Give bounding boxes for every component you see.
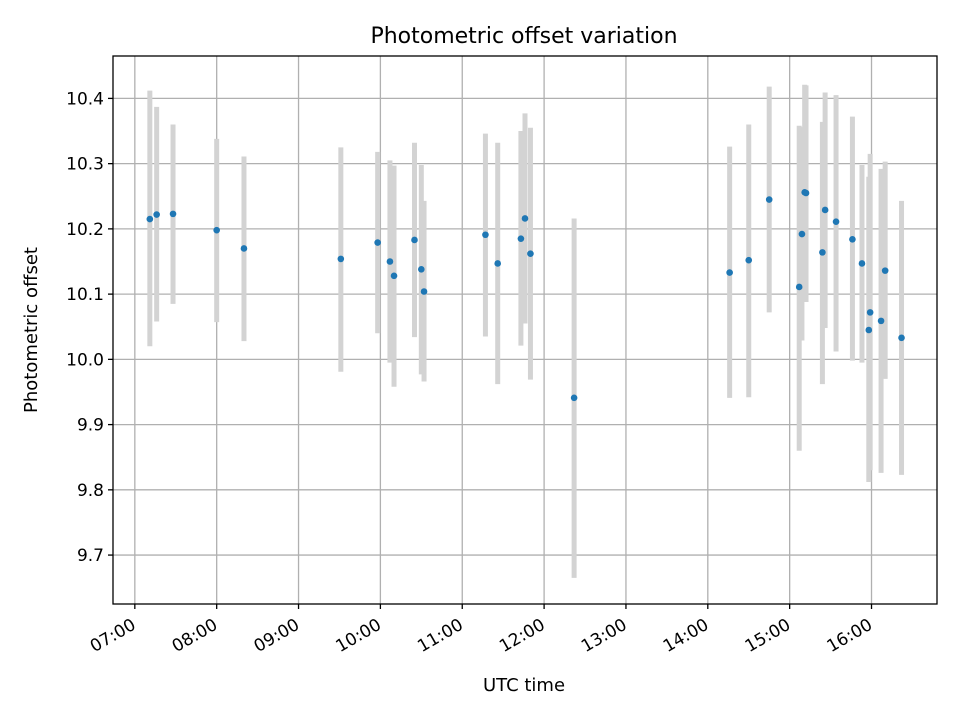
data-point — [858, 260, 866, 267]
data-point — [494, 260, 502, 267]
data-point — [832, 218, 840, 226]
data-point — [521, 215, 529, 222]
data-point — [821, 206, 829, 214]
data-point — [877, 317, 885, 325]
data-point — [570, 394, 578, 402]
y-tick-label: 10.2 — [66, 220, 104, 240]
data-point — [517, 235, 525, 242]
data-point — [865, 326, 873, 334]
data-point — [482, 231, 489, 239]
x-tick-label: 13:00 — [578, 615, 630, 657]
data-point — [726, 269, 733, 276]
data-point — [849, 236, 856, 243]
y-tick-label: 10.0 — [66, 350, 104, 370]
y-tick-label: 10.4 — [66, 89, 104, 109]
data-point — [146, 215, 154, 223]
data-point — [765, 196, 773, 203]
x-tick-label: 09:00 — [251, 615, 303, 657]
data-point — [881, 267, 889, 274]
data-point — [169, 210, 177, 218]
x-tick-label: 14:00 — [660, 615, 712, 657]
y-tick-label: 9.9 — [77, 416, 104, 436]
x-tick-label: 10:00 — [332, 615, 384, 657]
data-point — [374, 239, 381, 246]
data-point — [337, 255, 345, 263]
data-point — [819, 249, 826, 256]
data-point — [153, 211, 160, 218]
x-tick-label: 16:00 — [824, 615, 876, 657]
x-axis-label: UTC time — [483, 675, 565, 696]
data-point — [798, 230, 806, 238]
y-axis-ticks: 9.7 9.8 9.9 10.0 10.1 10.2 10.3 10.4 — [66, 89, 113, 566]
y-tick-label: 9.8 — [77, 481, 104, 501]
y-tick-label: 10.3 — [66, 155, 104, 175]
data-point — [898, 334, 905, 342]
y-axis-label: Photometric offset — [21, 247, 42, 413]
data-point — [240, 245, 248, 252]
x-tick-label: 11:00 — [414, 615, 466, 657]
data-point — [411, 236, 418, 244]
data-point — [386, 258, 394, 265]
x-tick-label: 08:00 — [169, 615, 221, 657]
chart-title: Photometric offset variation — [370, 24, 677, 49]
data-point — [866, 309, 874, 316]
data-point — [745, 256, 753, 264]
x-tick-label: 12:00 — [496, 615, 548, 657]
data-point — [795, 283, 803, 291]
y-tick-label: 10.1 — [66, 285, 104, 305]
x-tick-label: 15:00 — [742, 615, 794, 657]
data-points — [146, 189, 905, 402]
data-point — [802, 189, 810, 197]
x-axis-ticks: 07:00 08:00 09:00 10:00 11:00 12:00 13:00 14:00… — [87, 604, 876, 657]
y-tick-label: 9.7 — [77, 546, 104, 566]
data-point — [213, 226, 220, 234]
data-point — [390, 272, 398, 280]
data-point — [527, 250, 534, 257]
data-point — [418, 266, 425, 273]
plot-frame — [112, 55, 938, 605]
x-tick-label: 07:00 — [87, 615, 139, 657]
error-bars — [147, 84, 905, 578]
data-point — [420, 288, 428, 295]
